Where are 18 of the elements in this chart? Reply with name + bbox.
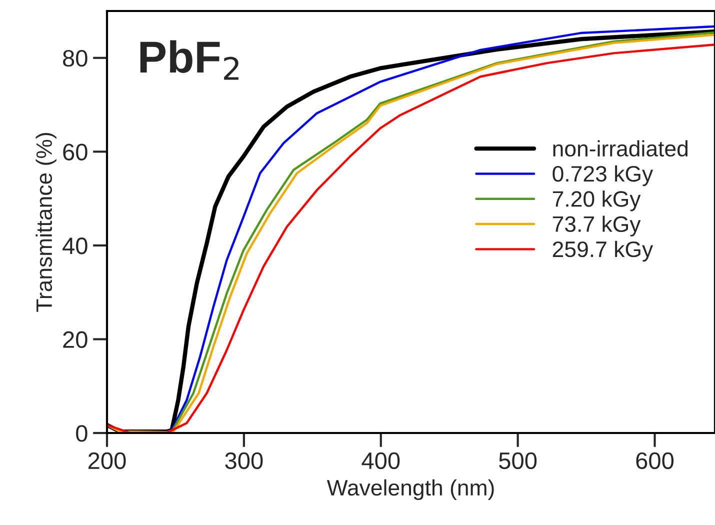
y-tick-label: 80 bbox=[63, 50, 88, 67]
annotation: PbF$_{2}$ bbox=[140, 40, 238, 80]
x-tick-label: 600 bbox=[636, 452, 674, 470]
x-axis-title: Wavelength (nm) bbox=[326, 479, 494, 500]
x-tick-label: 200 bbox=[88, 452, 126, 470]
y-tick-label: 40 bbox=[62, 238, 88, 254]
x-tick-label: 300 bbox=[225, 452, 263, 470]
y-tick-label: 20 bbox=[63, 331, 88, 348]
legend-label: 73.7 kGy bbox=[552, 216, 641, 236]
y-axis-title: Transmittance (%) bbox=[36, 133, 56, 312]
legend-label: 0.723 kGy bbox=[552, 165, 654, 186]
y-tick-label: 60 bbox=[63, 144, 88, 160]
y-tick-label: 0 bbox=[76, 425, 88, 442]
x-tick-label: 400 bbox=[362, 452, 400, 470]
legend-label: 7.20 kGy bbox=[552, 190, 641, 212]
x-tick-label: 500 bbox=[499, 452, 537, 470]
legend-label: 259.7 kGy bbox=[552, 240, 654, 262]
legend-label: non-irradiated bbox=[553, 140, 688, 157]
